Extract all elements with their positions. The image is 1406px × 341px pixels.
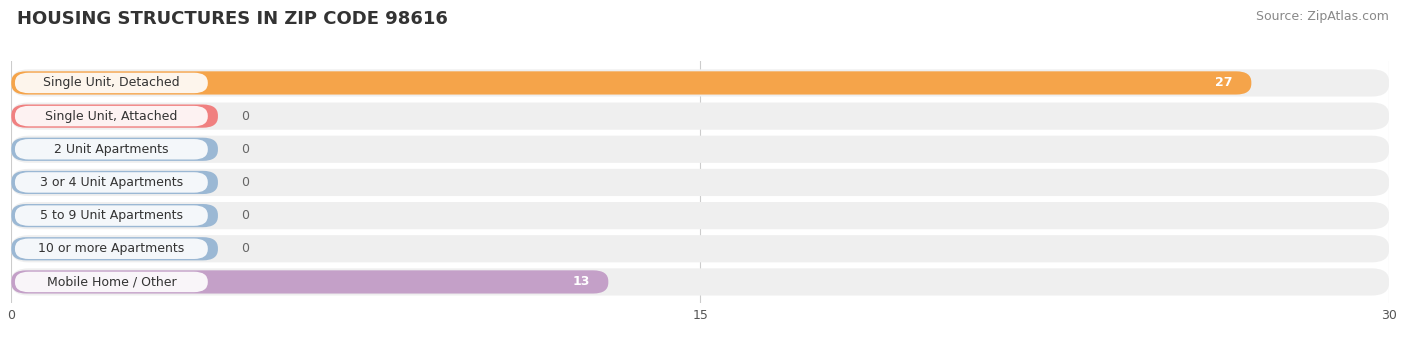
FancyBboxPatch shape (15, 139, 208, 160)
FancyBboxPatch shape (15, 205, 208, 226)
FancyBboxPatch shape (11, 169, 1389, 196)
Text: Mobile Home / Other: Mobile Home / Other (46, 276, 176, 288)
FancyBboxPatch shape (11, 270, 609, 294)
FancyBboxPatch shape (15, 172, 208, 193)
Text: 0: 0 (240, 109, 249, 123)
FancyBboxPatch shape (11, 136, 1389, 163)
FancyBboxPatch shape (11, 71, 1251, 94)
FancyBboxPatch shape (15, 106, 208, 126)
FancyBboxPatch shape (11, 69, 1389, 97)
FancyBboxPatch shape (15, 73, 208, 93)
Text: 0: 0 (240, 209, 249, 222)
Text: 5 to 9 Unit Apartments: 5 to 9 Unit Apartments (39, 209, 183, 222)
Text: 3 or 4 Unit Apartments: 3 or 4 Unit Apartments (39, 176, 183, 189)
FancyBboxPatch shape (11, 171, 218, 194)
FancyBboxPatch shape (11, 103, 1389, 130)
FancyBboxPatch shape (15, 239, 208, 259)
Text: Single Unit, Attached: Single Unit, Attached (45, 109, 177, 123)
Text: 2 Unit Apartments: 2 Unit Apartments (53, 143, 169, 156)
Text: 0: 0 (240, 143, 249, 156)
Text: 13: 13 (572, 276, 591, 288)
Text: Source: ZipAtlas.com: Source: ZipAtlas.com (1256, 10, 1389, 23)
Text: 27: 27 (1215, 76, 1233, 89)
FancyBboxPatch shape (11, 204, 218, 227)
FancyBboxPatch shape (15, 272, 208, 292)
Text: 10 or more Apartments: 10 or more Apartments (38, 242, 184, 255)
FancyBboxPatch shape (11, 202, 1389, 229)
FancyBboxPatch shape (11, 104, 218, 128)
Text: Single Unit, Detached: Single Unit, Detached (44, 76, 180, 89)
FancyBboxPatch shape (11, 237, 218, 261)
Text: 0: 0 (240, 242, 249, 255)
FancyBboxPatch shape (11, 268, 1389, 296)
FancyBboxPatch shape (11, 235, 1389, 262)
FancyBboxPatch shape (11, 138, 218, 161)
Text: HOUSING STRUCTURES IN ZIP CODE 98616: HOUSING STRUCTURES IN ZIP CODE 98616 (17, 10, 447, 28)
Text: 0: 0 (240, 176, 249, 189)
